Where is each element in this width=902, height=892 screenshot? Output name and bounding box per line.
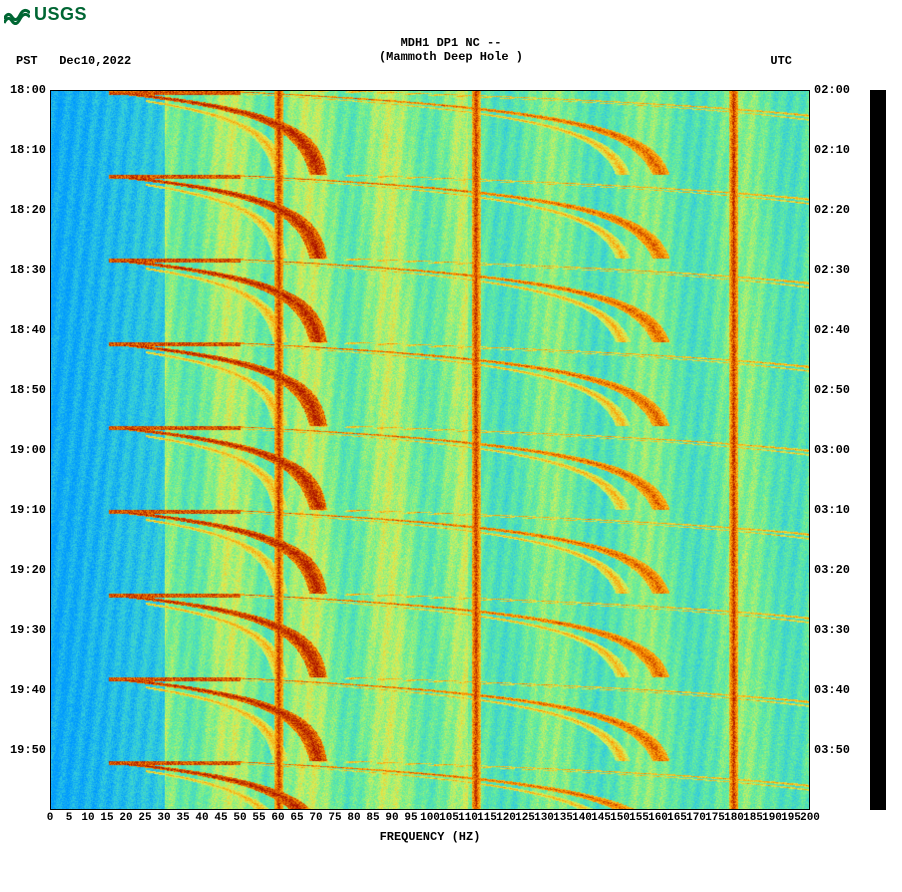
xtick: 150 [610,812,630,824]
xtick: 25 [138,812,151,824]
title-line2: (Mammoth Deep Hole ) [0,50,902,64]
xtick: 200 [800,812,820,824]
x-axis-frequency: 0510152025303540455055606570758085909510… [50,812,810,832]
ytick-right: 02:00 [814,83,850,97]
xtick: 60 [271,812,284,824]
xtick: 50 [233,812,246,824]
ytick-left: 19:10 [10,503,46,517]
xtick: 90 [385,812,398,824]
title-line1: MDH1 DP1 NC -- [0,36,902,50]
xtick: 45 [214,812,227,824]
usgs-wave-icon [4,5,30,25]
ytick-right: 03:50 [814,743,850,757]
ytick-left: 18:50 [10,383,46,397]
ytick-right: 02:50 [814,383,850,397]
xtick: 75 [328,812,341,824]
spectrogram-canvas [51,91,809,809]
xtick: 70 [309,812,322,824]
ytick-left: 19:50 [10,743,46,757]
xtick: 35 [176,812,189,824]
tz-right: UTC [770,54,792,68]
xtick: 20 [119,812,132,824]
ytick-right: 02:20 [814,203,850,217]
header-center: MDH1 DP1 NC -- (Mammoth Deep Hole ) [0,36,902,64]
ytick-left: 18:30 [10,263,46,277]
xtick: 110 [458,812,478,824]
ytick-right: 03:30 [814,623,850,637]
xtick: 0 [47,812,54,824]
xtick: 5 [66,812,73,824]
xtick: 160 [648,812,668,824]
ytick-left: 18:00 [10,83,46,97]
ytick-left: 18:40 [10,323,46,337]
xtick: 30 [157,812,170,824]
ytick-right: 02:40 [814,323,850,337]
xtick: 10 [81,812,94,824]
xtick: 145 [591,812,611,824]
ytick-left: 18:10 [10,143,46,157]
colorbar [870,90,886,810]
xtick: 190 [762,812,782,824]
xtick: 100 [420,812,440,824]
ytick-left: 19:20 [10,563,46,577]
xtick: 130 [534,812,554,824]
xtick: 185 [743,812,763,824]
xtick: 155 [629,812,649,824]
ytick-right: 03:20 [814,563,850,577]
xtick: 85 [366,812,379,824]
xtick: 170 [686,812,706,824]
xtick: 120 [496,812,516,824]
ytick-left: 19:00 [10,443,46,457]
x-axis-label: FREQUENCY (HZ) [50,830,810,844]
y-axis-pst: 18:0018:1018:2018:3018:4018:5019:0019:10… [0,90,48,810]
ytick-right: 02:10 [814,143,850,157]
xtick: 95 [404,812,417,824]
ytick-right: 02:30 [814,263,850,277]
ytick-left: 18:20 [10,203,46,217]
y-axis-utc: 02:0002:1002:2002:3002:4002:5003:0003:10… [812,90,860,810]
xtick: 135 [553,812,573,824]
usgs-logo-text: USGS [34,4,87,25]
xtick: 180 [724,812,744,824]
ytick-left: 19:40 [10,683,46,697]
xtick: 80 [347,812,360,824]
usgs-logo: USGS [4,4,87,25]
ytick-right: 03:40 [814,683,850,697]
xtick: 105 [439,812,459,824]
xtick: 55 [252,812,265,824]
xtick: 40 [195,812,208,824]
spectrogram-plot [50,90,810,810]
xtick: 65 [290,812,303,824]
xtick: 165 [667,812,687,824]
xtick: 115 [477,812,497,824]
xtick: 195 [781,812,801,824]
ytick-left: 19:30 [10,623,46,637]
ytick-right: 03:00 [814,443,850,457]
xtick: 175 [705,812,725,824]
ytick-right: 03:10 [814,503,850,517]
xtick: 15 [100,812,113,824]
xtick: 140 [572,812,592,824]
xtick: 125 [515,812,535,824]
